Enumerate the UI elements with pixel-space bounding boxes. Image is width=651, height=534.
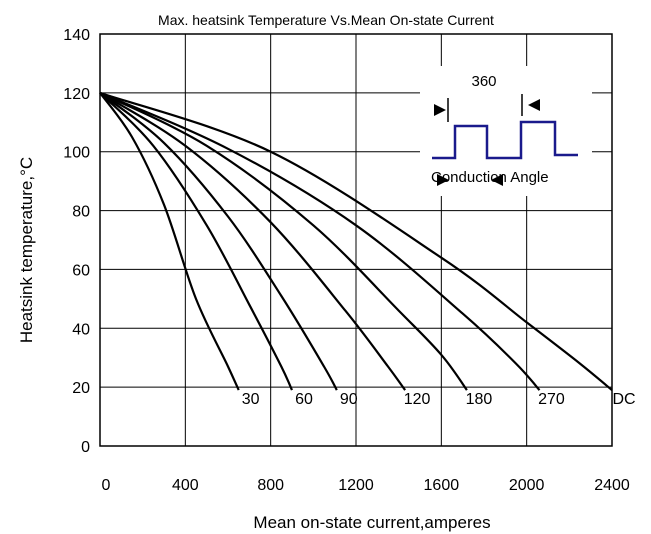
series-label: 180	[466, 391, 493, 408]
arrow-right-icon	[434, 104, 446, 116]
arrow-left-icon	[491, 174, 503, 186]
series-label: DC	[612, 391, 635, 408]
x-tick-label: 400	[172, 477, 199, 494]
y-tick-label: 100	[63, 145, 90, 162]
inset-background	[420, 66, 592, 196]
y-tick-label: 80	[72, 204, 90, 221]
series-label: 60	[295, 391, 313, 408]
curve-labels: 30 60 90 120 180 270 DC	[242, 391, 636, 408]
inset-caption: Conduction Angle	[431, 169, 549, 186]
conduction-angle-inset: 360 Conduction Angle	[420, 66, 592, 196]
series-label: 270	[538, 391, 565, 408]
series-label: 120	[404, 391, 431, 408]
arrow-left-icon	[528, 99, 540, 111]
y-tick-label: 140	[63, 27, 90, 44]
series-line	[99, 91, 613, 391]
series-label: 90	[340, 391, 358, 408]
inset-angle-label: 360	[471, 73, 496, 90]
x-tick-label: 0	[102, 477, 111, 494]
x-tick-label: 2000	[509, 477, 545, 494]
y-tick-label: 60	[72, 262, 90, 279]
y-axis-label: Heatsink temperature,°C	[17, 157, 36, 343]
series-label: 30	[242, 391, 260, 408]
series-line	[99, 92, 294, 391]
x-tick-label: 1200	[338, 477, 374, 494]
series-line	[99, 92, 338, 391]
x-tick-label: 1600	[424, 477, 460, 494]
curves	[99, 91, 613, 391]
x-axis-label: Mean on-state current,amperes	[253, 513, 490, 532]
series-line	[99, 92, 240, 391]
chart-title: Max. heatsink Temperature Vs.Mean On-sta…	[158, 12, 494, 28]
series-line	[99, 91, 406, 391]
x-tick-label: 800	[257, 477, 284, 494]
y-tick-label: 20	[72, 380, 90, 397]
y-tick-label: 40	[72, 321, 90, 338]
y-tick-label: 0	[81, 439, 90, 456]
tick-labels: 0 400 800 1200 1600 2000 2400 0 20 40 60 80 100 120 14…	[63, 27, 630, 494]
x-tick-label: 2400	[594, 477, 630, 494]
plot-frame	[99, 33, 613, 447]
series-line	[99, 91, 541, 391]
arrow-right-icon	[437, 174, 449, 186]
series-line	[99, 91, 468, 391]
y-tick-label: 120	[63, 86, 90, 103]
conduction-waveform	[432, 120, 578, 160]
